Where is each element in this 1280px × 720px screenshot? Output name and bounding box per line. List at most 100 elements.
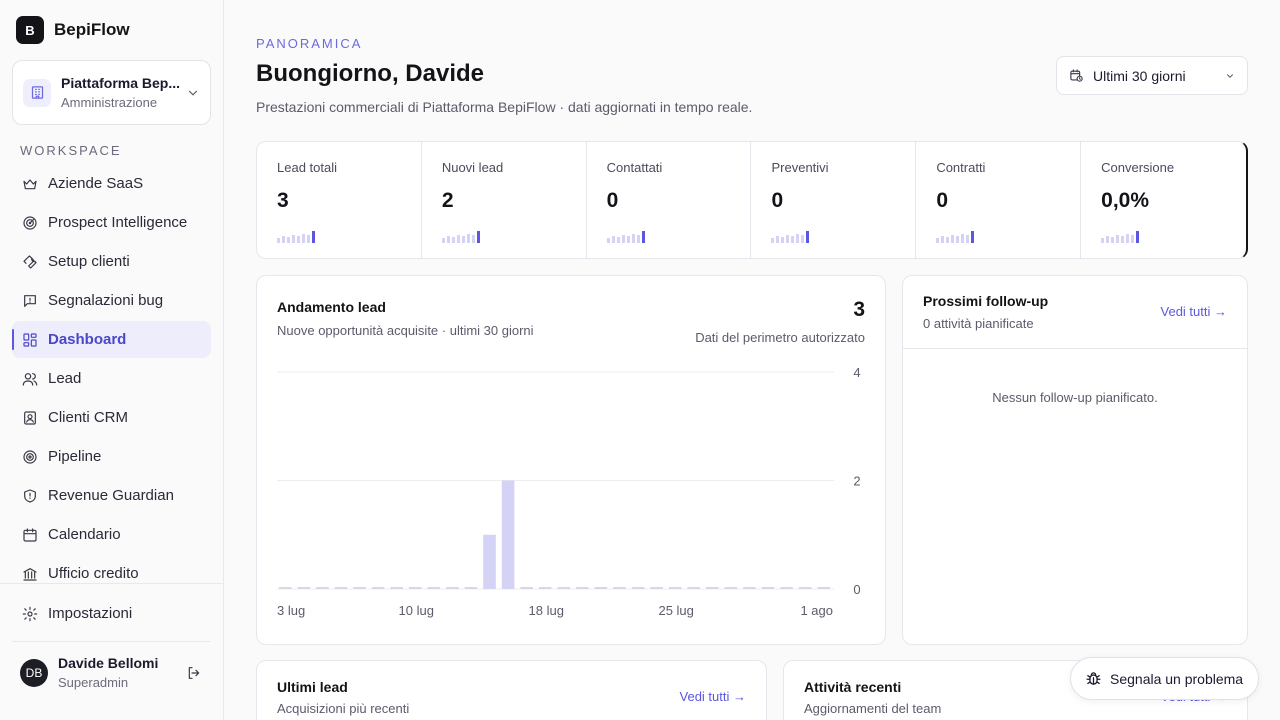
kpi-sparkline — [1101, 230, 1140, 243]
building-icon — [23, 78, 51, 107]
main-content: PANORAMICA Buongiorno, Davide Prestazion… — [224, 0, 1280, 720]
sparkline-bar — [282, 236, 285, 243]
kpi-label: Nuovi lead — [441, 160, 504, 175]
user-role: Superadmin — [58, 675, 129, 690]
sparkline-bar — [287, 237, 290, 243]
sparkline-bar — [1116, 235, 1120, 243]
sparkline-bar — [307, 235, 310, 243]
org-role: Amministrazione — [61, 95, 158, 110]
kpi-label: Lead totali — [277, 160, 337, 175]
user-name: Davide Bellomi — [58, 655, 159, 671]
bug-icon — [1086, 672, 1101, 685]
sidebar-item-calendario[interactable]: Calendario — [12, 516, 211, 553]
sparkline-bar — [1136, 231, 1140, 243]
sparkline-bar — [791, 236, 795, 243]
sparkline-bar — [446, 236, 450, 243]
divider — [903, 348, 1247, 349]
date-range-select[interactable]: Ultimi 30 giorni — [1056, 56, 1248, 95]
page-subtitle: Prestazioni commerciali di Piattaforma B… — [256, 99, 753, 115]
logout-icon[interactable] — [186, 665, 202, 681]
avatar[interactable]: DB — [20, 658, 48, 687]
chart-scope: Dati del perimetro autorizzato — [695, 330, 865, 345]
brand-logo: B — [16, 16, 44, 44]
kpi-sparkline — [936, 230, 975, 243]
wrench-icon — [23, 254, 37, 269]
sparkline-bar — [641, 231, 645, 243]
report-problem-button[interactable]: Segnala un problema — [1070, 657, 1259, 700]
followup-view-all-link[interactable]: Vedi tutti → — [1160, 304, 1227, 319]
dashboard-icon — [23, 332, 37, 347]
latest-leads-view-all-link[interactable]: Vedi tutti → — [679, 689, 746, 704]
sidebar-item-clienti-crm[interactable]: Clienti CRM — [12, 399, 211, 436]
sidebar-item-dashboard[interactable]: Dashboard — [12, 321, 211, 358]
sparkline-bar — [466, 234, 470, 243]
sparkline-bar — [1126, 234, 1130, 243]
card-subtitle: Nuove opportunità acquisite · ultimi 30 … — [277, 323, 534, 338]
latest-leads-card: Ultimi lead Acquisizioni più recenti Ved… — [256, 660, 767, 720]
kpi-sparkline — [606, 230, 645, 243]
kpi-value: 0 — [606, 189, 619, 212]
chart-bar[interactable] — [483, 534, 496, 589]
y-tick-label: 4 — [853, 365, 860, 380]
sidebar-item-prospect-intelligence[interactable]: Prospect Intelligence — [12, 204, 211, 241]
card-title: Andamento lead — [277, 299, 386, 315]
sidebar-item-segnalazioni-bug[interactable]: Segnalazioni bug — [12, 282, 211, 319]
calendar-clock-icon — [1070, 69, 1083, 82]
sidebar: B BepiFlow Piattaforma Bep... Amministra… — [0, 0, 224, 720]
card-subtitle: Aggiornamenti del team — [804, 701, 942, 716]
brand[interactable]: B BepiFlow — [16, 16, 130, 44]
sidebar-item-label: Setup clienti — [48, 253, 130, 270]
lead-trend-chart: 0 2 4 3 lug 10 lug 18 lug 25 lug 1 ago — [277, 365, 861, 618]
calendar-icon — [23, 527, 37, 542]
sparkline-bar — [471, 235, 475, 243]
sparkline-bar — [961, 234, 965, 243]
sidebar-item-impostazioni[interactable]: Impostazioni — [12, 595, 211, 632]
sidebar-item-pipeline[interactable]: Pipeline — [12, 438, 211, 475]
shield-icon — [24, 488, 36, 503]
x-tick-label: 1 ago — [800, 603, 833, 618]
kpi-sparkline — [441, 230, 480, 243]
kpi-sparkline — [771, 230, 810, 243]
chart-bar[interactable] — [501, 480, 515, 590]
report-problem-label: Segnala un problema — [1110, 670, 1244, 687]
sparkline-bar — [781, 237, 785, 243]
sparkline-bar — [1106, 236, 1110, 243]
radar-icon — [23, 215, 37, 230]
sparkline-bar — [1131, 235, 1135, 243]
users-icon — [22, 372, 38, 386]
sidebar-item-setup-clienti[interactable]: Setup clienti — [12, 243, 211, 280]
kpi-label: Conversione — [1101, 160, 1175, 175]
x-tick-label: 18 lug — [529, 603, 564, 618]
card-title: Prossimi follow-up — [923, 293, 1049, 309]
sparkline-bar — [636, 235, 640, 243]
sidebar-item-lead[interactable]: Lead — [12, 360, 211, 397]
kpi-card: Lead totali 3 — [257, 142, 422, 258]
sidebar-item-revenue-guardian[interactable]: Revenue Guardian — [12, 477, 211, 514]
sparkline-bar — [966, 235, 970, 243]
sparkline-bar — [806, 231, 810, 243]
org-name: Piattaforma Bep... — [61, 75, 181, 91]
brand-name: BepiFlow — [54, 20, 130, 39]
sparkline-bar — [796, 234, 800, 243]
target-icon — [23, 449, 37, 464]
followup-card: Prossimi follow-up 0 attività pianificat… — [902, 275, 1248, 645]
kpi-strip: Lead totali 3 Nuovi lead 2 Contattati 0 … — [256, 141, 1248, 259]
card-title: Attività recenti — [804, 679, 902, 695]
crown-icon — [23, 178, 37, 189]
lead-trend-card: 0 2 4 3 lug 10 lug 18 lug 25 lug 1 ago Andament… — [256, 275, 886, 645]
sidebar-item-aziende-saas[interactable]: Aziende SaaS — [12, 165, 211, 202]
sparkline-bar — [476, 231, 480, 243]
sidebar-nav: Aziende SaaS Prospect Intelligence Setup… — [12, 165, 211, 583]
sparkline-bar — [461, 236, 465, 243]
kpi-card: Preventivi 0 — [751, 142, 917, 258]
x-tick-label: 10 lug — [399, 603, 434, 618]
sidebar-item-ufficio-credito[interactable]: Ufficio credito — [12, 555, 211, 583]
kpi-value: 0 — [936, 189, 948, 212]
sidebar-divider — [0, 583, 223, 584]
page-title: Buongiorno, Davide — [256, 60, 484, 87]
org-switcher[interactable]: Piattaforma Bep... Amministrazione — [12, 60, 211, 125]
sparkline-bar — [302, 234, 305, 243]
sparkline-bar — [626, 236, 630, 243]
sparkline-bar — [297, 236, 300, 243]
sparkline-bar — [292, 235, 295, 243]
